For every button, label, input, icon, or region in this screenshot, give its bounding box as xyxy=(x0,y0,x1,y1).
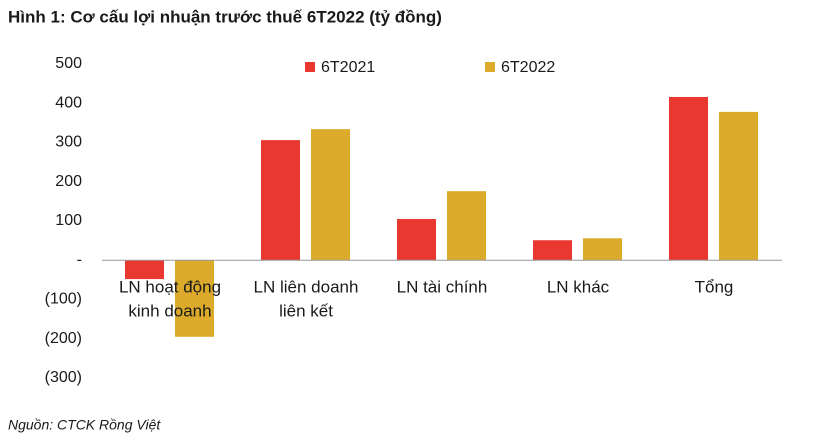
legend-label: 6T2022 xyxy=(501,59,555,76)
bar xyxy=(261,140,300,261)
bar xyxy=(175,260,214,337)
x-tick-label: LN liên doanh xyxy=(254,278,359,297)
bar xyxy=(447,191,486,261)
y-tick-label: 200 xyxy=(55,173,82,190)
y-tick-label: 300 xyxy=(55,134,82,151)
y-tick-label: (100) xyxy=(45,291,82,308)
y-tick-label: 100 xyxy=(55,212,82,229)
legend-label: 6T2021 xyxy=(321,59,375,76)
bar xyxy=(669,96,708,261)
bar xyxy=(125,260,164,280)
x-tick-label: LN khác xyxy=(547,278,610,297)
y-tick-label: (300) xyxy=(45,369,82,386)
y-tick-label: - xyxy=(77,251,82,268)
bar xyxy=(583,238,622,261)
bar xyxy=(533,240,572,261)
y-tick-label: 500 xyxy=(55,55,82,72)
y-tick-label: 400 xyxy=(55,94,82,111)
bar xyxy=(397,219,436,261)
bar xyxy=(719,111,758,261)
legend-swatch xyxy=(305,62,315,72)
source-note: Nguồn: CTCK Rồng Việt xyxy=(8,417,161,433)
x-tick-label: Tổng xyxy=(695,278,734,297)
chart-title: Hình 1: Cơ cấu lợi nhuận trước thuế 6T20… xyxy=(8,7,442,26)
legend-swatch xyxy=(485,62,495,72)
y-tick-label: (200) xyxy=(45,330,82,347)
x-tick-label: kinh doanh xyxy=(128,302,211,321)
x-tick-label: LN hoạt động xyxy=(119,278,221,297)
x-tick-label: LN tài chính xyxy=(397,278,488,297)
x-tick-label: liên kết xyxy=(279,302,333,321)
bar xyxy=(311,129,350,261)
